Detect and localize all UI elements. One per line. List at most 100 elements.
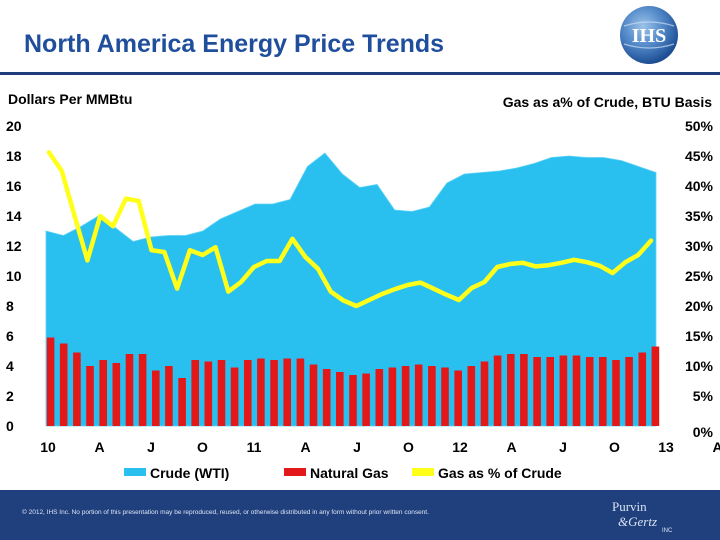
crude-wti-area <box>45 152 657 427</box>
natural-gas-bar <box>165 366 173 426</box>
natural-gas-bar <box>414 364 423 426</box>
y-left-tick-label: 14 <box>6 208 22 224</box>
y-right-tick-label: 20% <box>685 298 714 314</box>
chart-legend: Crude (WTI) Natural Gas Gas as % of Crude <box>124 465 562 481</box>
y-left-tick-label: 20 <box>6 118 22 134</box>
natural-gas-bar <box>296 358 305 426</box>
energy-price-chart: Dollars Per MMBtu Gas as a% of Crude, BTU… <box>6 91 720 481</box>
natural-gas-bar <box>125 354 134 426</box>
x-tick-label: O <box>609 439 620 455</box>
natural-gas-bar <box>73 352 81 426</box>
natural-gas-bar <box>585 357 594 426</box>
natural-gas-bar <box>651 346 660 426</box>
natural-gas-bar <box>612 360 620 426</box>
copyright-notice: © 2012, IHS Inc. No portion of this pres… <box>22 509 429 516</box>
footer-bar: © 2012, IHS Inc. No portion of this pres… <box>0 490 720 540</box>
partner-logo-line1: Purvin <box>612 499 647 514</box>
natural-gas-bar <box>388 367 397 426</box>
natural-gas-bar <box>428 366 436 426</box>
natural-gas-bar <box>599 357 607 426</box>
y-right-tick-label: 45% <box>685 148 714 164</box>
natural-gas-bar <box>178 378 186 426</box>
x-tick-label: 12 <box>452 439 468 455</box>
y-right-tick-label: 40% <box>685 178 714 194</box>
natural-gas-bar <box>86 366 94 426</box>
natural-gas-bar <box>638 352 647 426</box>
y-left-tick-label: 12 <box>6 238 22 254</box>
natural-gas-bar <box>230 367 239 426</box>
natural-gas-bar <box>322 369 331 426</box>
y-left-tick-label: 18 <box>6 148 22 164</box>
y-right-tick-label: 0% <box>693 424 714 440</box>
natural-gas-bar <box>520 354 528 426</box>
y-right-tick-label: 25% <box>685 268 714 284</box>
left-axis-title: Dollars Per MMBtu <box>8 91 132 107</box>
natural-gas-bar <box>138 354 147 426</box>
natural-gas-bar <box>204 361 213 426</box>
purvin-gertz-logo: Purvin &Gertz INC <box>612 499 673 534</box>
natural-gas-bar <box>533 357 541 426</box>
natural-gas-bar <box>112 363 121 426</box>
y-right-tick-label: 15% <box>685 328 714 344</box>
y-right-tick-label: 5% <box>693 388 714 404</box>
y-left-tick-label: 0 <box>6 418 14 434</box>
x-tick-label: 11 <box>247 439 262 455</box>
gas-pct-of-crude-line <box>46 150 654 309</box>
natural-gas-bar <box>349 375 357 426</box>
title-divider <box>0 72 720 75</box>
natural-gas-bar <box>59 343 68 426</box>
natural-gas-bar <box>336 372 344 426</box>
legend-natural-gas-swatch <box>284 468 306 476</box>
partner-logo-line2: &Gertz <box>618 514 657 529</box>
y-right-tick-label: 10% <box>685 358 714 374</box>
natural-gas-bars <box>46 337 660 426</box>
natural-gas-bar <box>480 361 489 426</box>
partner-logo-line3: INC <box>662 528 673 534</box>
x-tick-label: J <box>147 439 155 455</box>
natural-gas-bar <box>309 364 318 426</box>
natural-gas-bar <box>191 360 199 426</box>
x-tick-label: A <box>300 439 310 455</box>
natural-gas-bar <box>572 355 581 426</box>
legend-gas-pct-label: Gas as % of Crude <box>438 465 562 481</box>
y-left-tick-label: 6 <box>6 328 14 344</box>
natural-gas-bar <box>375 369 384 426</box>
x-tick-label: A <box>94 439 104 455</box>
legend-natural-gas-label: Natural Gas <box>310 465 389 481</box>
y-left-tick-label: 16 <box>6 178 22 194</box>
logo-globe <box>620 6 678 64</box>
legend-gas-pct-swatch <box>412 468 434 476</box>
y-right-tick-label: 35% <box>685 208 714 224</box>
legend-crude-label: Crude (WTI) <box>150 465 229 481</box>
natural-gas-bar <box>467 366 476 426</box>
x-tick-label: J <box>353 439 361 455</box>
natural-gas-bar <box>441 367 449 426</box>
y-left-tick-label: 10 <box>6 268 22 284</box>
y-left-tick-label: 8 <box>6 298 14 314</box>
natural-gas-bar <box>362 373 370 426</box>
natural-gas-bar <box>46 337 55 426</box>
natural-gas-bar <box>257 358 265 426</box>
natural-gas-bar <box>270 360 278 426</box>
legend-crude-swatch <box>124 468 146 476</box>
y-left-tick-label: 2 <box>6 388 14 404</box>
x-tick-label: 10 <box>40 439 56 455</box>
natural-gas-bar <box>283 358 291 426</box>
right-axis-title: Gas as a% of Crude, BTU Basis <box>503 94 713 110</box>
x-tick-label: O <box>403 439 414 455</box>
x-tick-label: 13 <box>658 439 674 455</box>
natural-gas-bar <box>99 360 107 426</box>
natural-gas-bar <box>546 357 554 426</box>
natural-gas-bar <box>493 355 502 426</box>
natural-gas-bar <box>217 360 226 426</box>
natural-gas-bar <box>152 370 160 426</box>
ihs-logo: IHS <box>620 6 678 64</box>
natural-gas-bar <box>244 360 252 426</box>
y-right-tick-label: 50% <box>685 118 714 134</box>
x-tick-label: A <box>506 439 516 455</box>
y-left-tick-label: 4 <box>6 358 14 374</box>
natural-gas-bar <box>507 354 515 426</box>
x-tick-label: O <box>197 439 208 455</box>
natural-gas-bar <box>454 370 462 426</box>
